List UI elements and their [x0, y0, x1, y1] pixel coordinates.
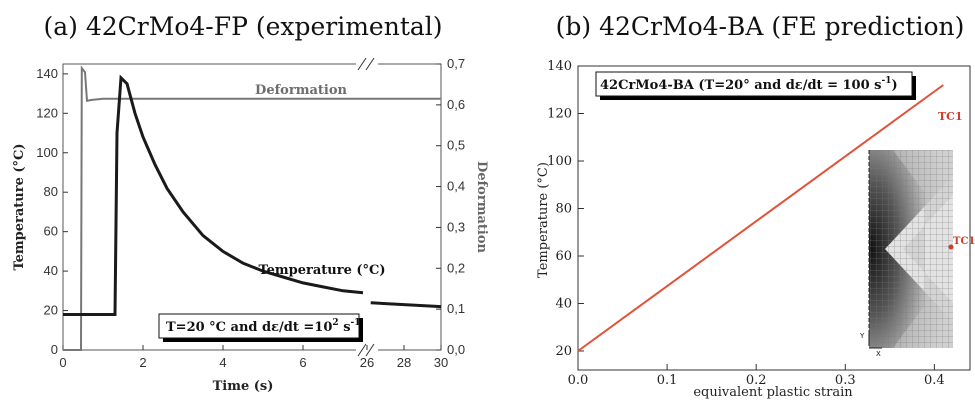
panel-a-y2-tick-label: 0,7 — [447, 56, 465, 71]
panel-b: (b) 42CrMo4-BA (FE prediction) 0.0 0.1 0.2… — [536, 12, 975, 400]
panel-b-condition-text: 42CrMo4-BA (T=20° and dε/dt = 100 s-1) — [600, 76, 898, 93]
panel-a-condition-box: T=20 °C and dε/dt =102 s-1 — [158, 313, 363, 342]
inset-x-axis-label: X — [876, 350, 881, 358]
tc1-series-line — [577, 84, 944, 352]
panel-a-y-tick-label: 40 — [44, 263, 58, 278]
panel-b-x-tick-label: 0.1 — [657, 373, 678, 388]
panel-a-y-axis-label: Temperature (°C) — [12, 143, 27, 270]
axis-break-top — [356, 57, 378, 71]
temperature-series-line — [63, 74, 364, 316]
panel-b-y-tick-label: 120 — [547, 107, 572, 122]
panel-a-x-tick-label: 26 — [360, 355, 374, 370]
panel-a-x-tick-label: 4 — [219, 355, 226, 370]
panel-b-y-tick-label: 60 — [555, 249, 572, 264]
panel-a-y2-tick-label: 0,2 — [447, 260, 465, 275]
panel-b-x-ticks: 0.0 0.1 0.2 0.3 0.4 — [568, 364, 945, 388]
panel-b-y-tick-label: 140 — [547, 59, 572, 74]
panel-a-y2-tick-label: 0,1 — [447, 301, 465, 316]
inset-tc1-label: TC1 — [953, 236, 975, 247]
panel-a-plot-frame — [62, 63, 442, 351]
panel-a-y-tick-label: 20 — [44, 303, 58, 318]
panel-b-y-tick-label: 40 — [555, 297, 572, 312]
panel-a-x-tick-label: 0 — [59, 355, 66, 370]
panel-b-x-axis-label: equivalent plastic strain — [693, 385, 853, 400]
panel-a-x-axis-label: Time (s) — [213, 379, 274, 394]
tc1-series-label: TC1 — [938, 110, 963, 123]
panel-a-y-tick-label: 80 — [44, 184, 58, 199]
panel-a-y-tick-label: 100 — [36, 145, 58, 160]
deformation-label: Deformation — [255, 83, 347, 98]
panel-a-y-tick-label: 0 — [51, 342, 58, 357]
panel-a-y2-axis-label: Deformation — [474, 161, 489, 253]
panel-a: (a) 42CrMo4-FP (experimental) 0 2 4 6 26 28 30… — [12, 12, 489, 394]
panel-a-y2-tick-label: 0,3 — [447, 219, 465, 234]
panel-b-y-axis-label: Temperature (°C) — [536, 162, 551, 278]
panel-a-x-tick-label: 28 — [397, 355, 411, 370]
temperature-series-line-after-break — [370, 301, 442, 309]
panel-b-y-tick-label: 20 — [555, 344, 572, 359]
panel-b-x-tick-label: 0.2 — [746, 373, 767, 388]
panel-a-y-tick-label: 60 — [44, 224, 58, 239]
panel-b-y-tick-label: 80 — [555, 202, 572, 217]
panel-a-condition-text: T=20 °C and dε/dt =102 s-1 — [166, 318, 361, 335]
panel-a-right-y-ticks: 0,0 0,1 0,2 0,3 0,4 0,5 0,6 0,7 — [436, 56, 465, 357]
panel-b-y-tick-label: 100 — [547, 154, 572, 169]
panel-b-title: (b) 42CrMo4-BA (FE prediction) — [556, 12, 965, 41]
panel-a-y-tick-label: 120 — [36, 105, 58, 120]
panel-a-y2-tick-label: 0,4 — [447, 179, 465, 194]
panel-a-x-ticks: 0 2 4 6 26 28 30 — [59, 345, 448, 370]
panel-a-y2-tick-label: 0,6 — [447, 97, 465, 112]
panel-a-x-tick-label: 30 — [434, 355, 448, 370]
panel-b-x-tick-label: 0.0 — [568, 373, 589, 388]
temperature-label: Temperature (°C) — [258, 263, 385, 278]
panel-b-condition-box: 42CrMo4-BA (T=20° and dε/dt = 100 s-1) — [595, 71, 916, 100]
mesh-inset-image: Y X TC1 — [859, 150, 975, 358]
panel-b-x-tick-label: 0.4 — [924, 373, 945, 388]
inset-y-axis-label: Y — [859, 332, 865, 340]
panel-a-title: (a) 42CrMo4-FP (experimental) — [43, 12, 442, 41]
panel-a-x-tick-label: 6 — [299, 355, 306, 370]
panel-a-left-y-ticks: 0 20 40 60 80 100 120 140 — [36, 66, 68, 357]
panel-b-x-tick-label: 0.3 — [835, 373, 856, 388]
deformation-series-line — [63, 65, 441, 351]
panel-b-y-ticks: 20 40 60 80 100 120 140 — [547, 59, 584, 359]
panel-a-y-tick-label: 140 — [36, 66, 58, 81]
panel-b-plot-frame — [577, 65, 971, 371]
panel-a-y2-tick-label: 0,0 — [447, 342, 465, 357]
inset-tc1-point — [948, 244, 954, 250]
panel-a-x-tick-label: 2 — [139, 355, 146, 370]
panel-a-y2-tick-label: 0,5 — [447, 138, 465, 153]
